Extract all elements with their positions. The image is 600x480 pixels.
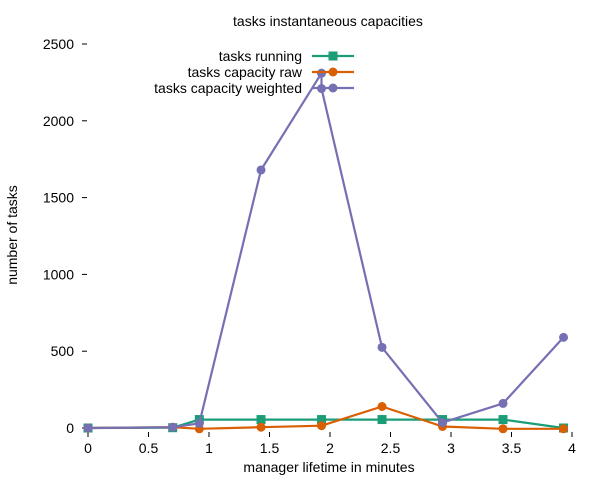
data-point — [317, 415, 327, 425]
data-point — [498, 415, 508, 425]
chart-title: tasks instantaneous capacities — [233, 13, 423, 29]
data-point — [377, 401, 387, 411]
data-point — [559, 424, 569, 434]
x-tick-label: 3 — [447, 440, 455, 456]
x-tick-label: 4 — [568, 440, 576, 456]
x-axis-label: manager lifetime in minutes — [243, 459, 414, 475]
legend-label: tasks capacity weighted — [154, 80, 302, 96]
y-tick-label: 500 — [51, 343, 75, 359]
data-point — [438, 418, 448, 428]
legend-marker — [328, 83, 338, 93]
x-tick-label: 1 — [205, 440, 213, 456]
data-point — [498, 398, 508, 408]
data-point — [194, 418, 204, 428]
legend-label: tasks capacity raw — [188, 64, 303, 80]
x-tick-label: 3.5 — [502, 440, 522, 456]
axes: 0 500 1000 1500 2000 2500 0 0.5 1 1.5 2 2.5 3 3.5 4 — [43, 36, 576, 456]
y-tick-label: 1000 — [43, 266, 74, 282]
data-point — [168, 422, 178, 432]
y-tick-label: 2500 — [43, 36, 74, 52]
y-tick-label: 1500 — [43, 190, 74, 206]
legend-marker — [328, 67, 338, 77]
data-point — [498, 424, 508, 434]
data-point — [559, 332, 569, 342]
data-point — [317, 68, 327, 78]
y-tick-label: 0 — [66, 420, 74, 436]
data-point — [83, 423, 93, 433]
x-tick-label: 0 — [84, 440, 92, 456]
data-point — [377, 415, 387, 425]
series-2 — [83, 68, 569, 433]
series-layer — [83, 68, 569, 434]
legend-marker — [328, 51, 338, 61]
data-point — [256, 422, 266, 432]
data-point — [317, 421, 327, 431]
x-tick-label: 2.5 — [381, 440, 401, 456]
legend-label: tasks running — [219, 48, 302, 64]
y-tick-label: 2000 — [43, 113, 74, 129]
x-tick-label: 2 — [326, 440, 334, 456]
x-tick-label: 0.5 — [139, 440, 159, 456]
series-line — [87, 72, 565, 430]
data-point — [256, 415, 266, 425]
x-tick-label: 1.5 — [260, 440, 280, 456]
data-point — [256, 165, 266, 175]
y-axis-label: number of tasks — [4, 185, 20, 285]
data-point — [377, 342, 387, 352]
